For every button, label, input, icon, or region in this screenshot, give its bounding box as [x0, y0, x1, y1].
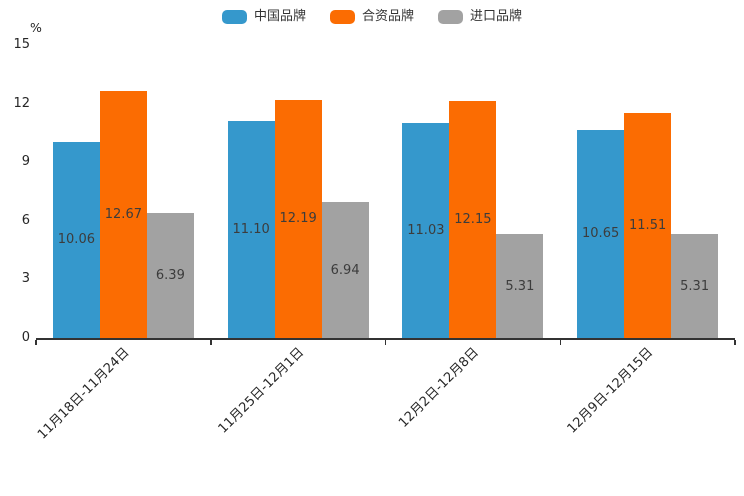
bar-value-label: 5.31 — [505, 278, 535, 294]
bar-group: 11.10 12.19 6.94 — [211, 45, 386, 338]
bar-group: 10.65 11.51 5.31 — [560, 45, 735, 338]
legend-label: 中国品牌 — [253, 9, 306, 24]
legend-swatch-icon — [221, 10, 247, 24]
bar-value-label: 12.67 — [104, 206, 142, 222]
bar: 5.31 — [496, 234, 544, 338]
x-axis-tick — [210, 340, 212, 345]
y-axis-tick-label: 6 — [21, 212, 30, 228]
x-axis-tick — [734, 340, 736, 345]
chart-legend: 中国品牌 合资品牌 进口品牌 — [0, 8, 744, 26]
legend-item-2[interactable]: 进口品牌 — [438, 10, 522, 24]
legend-item-0[interactable]: 中国品牌 — [221, 9, 306, 24]
y-axis-tick-label: 9 — [21, 154, 30, 170]
x-axis-tick — [35, 340, 37, 345]
legend-label: 进口品牌 — [470, 9, 523, 24]
bar: 10.65 — [577, 129, 625, 338]
x-axis-tick — [384, 340, 387, 345]
y-axis-tick-label: 0 — [21, 330, 30, 345]
y-axis-unit-label: % — [30, 20, 42, 35]
x-axis-category-label: 12月2日-12月8日 — [395, 345, 482, 431]
bar-group: 11.03 12.15 5.31 — [386, 45, 561, 338]
bar: 6.94 — [321, 202, 369, 338]
bar: 6.39 — [146, 213, 194, 338]
y-axis-tick-label: 12 — [13, 95, 30, 111]
x-axis-category-label: 11月18日-11月24日 — [34, 345, 132, 443]
x-axis-tick — [559, 340, 561, 345]
bar: 12.15 — [449, 100, 497, 338]
legend-label: 合资品牌 — [361, 9, 414, 24]
bar: 12.19 — [274, 99, 322, 338]
legend-swatch-icon — [329, 10, 355, 24]
legend-swatch-icon — [438, 10, 463, 24]
bar-value-label: 11.10 — [232, 222, 270, 238]
bar-value-label: 11.03 — [407, 222, 445, 238]
bar-value-label: 10.06 — [57, 232, 95, 248]
bar-value-label: 12.19 — [279, 211, 317, 227]
y-axis-tick-label: 3 — [21, 271, 30, 287]
bar-value-label: 5.31 — [680, 278, 710, 294]
bar: 10.06 — [52, 141, 100, 338]
plot-area: 10.06 12.67 6.39 11.10 12.19 6.94 11.03 12.15 5.… — [36, 45, 735, 340]
bar-value-label: 10.65 — [582, 226, 620, 242]
x-axis-category-label: 11月25日-12月1日 — [215, 345, 307, 437]
bar: 5.31 — [671, 234, 719, 338]
bar-value-label: 6.94 — [330, 262, 360, 278]
bar-value-label: 11.51 — [629, 218, 667, 234]
bar-value-label: 6.39 — [155, 268, 185, 284]
bar: 11.10 — [227, 121, 275, 338]
bar-value-label: 12.15 — [454, 211, 492, 227]
bar: 11.51 — [624, 113, 672, 338]
bar: 11.03 — [402, 122, 450, 338]
y-axis-tick-label: 15 — [13, 37, 30, 52]
bar-group: 10.06 12.67 6.39 — [36, 45, 211, 338]
x-axis-category-label: 12月9日-12月15日 — [564, 345, 657, 437]
legend-item-1[interactable]: 合资品牌 — [329, 9, 414, 24]
bar: 12.67 — [99, 90, 147, 338]
